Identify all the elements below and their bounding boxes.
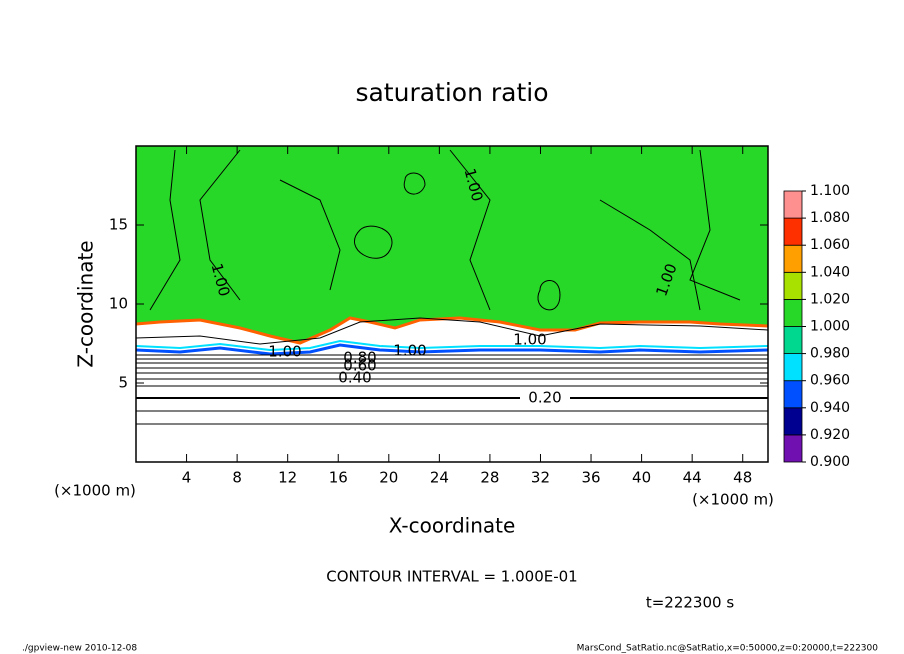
colorbar-swatch	[783, 271, 803, 300]
colorbar-label: 0.900	[810, 454, 850, 470]
field-edge-cyan	[135, 339, 769, 352]
colorbar-swatch	[783, 434, 803, 463]
colorbar-swatch	[783, 244, 803, 273]
field-green	[136, 146, 768, 343]
field-edge-cold	[135, 343, 769, 356]
x-tick-label: 20	[379, 469, 398, 487]
colorbar-swatch	[783, 217, 803, 246]
colorbar-label: 1.040	[810, 264, 850, 280]
colorbar-swatch	[783, 380, 803, 409]
x-tick-label: 28	[480, 469, 499, 487]
chart-title: saturation ratio	[355, 78, 548, 107]
colorbar-swatch	[783, 353, 803, 382]
colorbar-swatch	[783, 298, 803, 327]
y-tick-label: 10	[109, 295, 128, 313]
colorbar-label: 0.920	[810, 427, 850, 443]
contour-label: 1.00	[393, 342, 426, 360]
contour-label: 0.20	[528, 389, 561, 407]
x-tick-label: 48	[733, 469, 752, 487]
contour-label: 1.00	[268, 343, 301, 361]
x-unit: (×1000 m)	[54, 482, 136, 500]
field-edge-warm	[135, 316, 769, 345]
contour-label: 0.60	[343, 357, 376, 375]
colorbar-label: 1.060	[810, 237, 850, 253]
colorbar-swatch	[783, 190, 803, 219]
contour-label: 0.80	[343, 349, 376, 367]
contour-labels: 1.001.00 1.001.00 1.001.000.800.600.400.20	[207, 166, 680, 406]
colorbar-label: 0.960	[810, 373, 850, 389]
colorbar-label: 0.980	[810, 346, 850, 362]
colorbar-label: 1.100	[810, 183, 850, 199]
colorbar-label: 1.000	[810, 319, 850, 335]
colorbar-label: 0.940	[810, 400, 850, 416]
footer-left: ./gpview-new 2010-12-08	[22, 644, 137, 654]
y-tick-label: 5	[118, 374, 128, 392]
y-tick-label: 15	[109, 216, 128, 234]
contour-label: 1.00	[513, 331, 546, 349]
colorbar-swatch	[783, 407, 803, 436]
x-tick-label: 24	[430, 469, 449, 487]
contour-label: 0.40	[338, 369, 371, 387]
x-tick-label: 36	[581, 469, 600, 487]
x-tick-label: 8	[232, 469, 242, 487]
colorbar-label: 1.020	[810, 291, 850, 307]
annotation: CONTOUR INTERVAL = 1.000E-01	[326, 568, 577, 586]
x-tick-label: 44	[683, 469, 702, 487]
colorbar-label: 1.080	[810, 210, 850, 226]
x-axis-label: X-coordinate	[389, 514, 516, 538]
x-unit: (×1000 m)	[692, 491, 774, 509]
time: t=222300 s	[646, 594, 734, 612]
contour-lines	[135, 149, 769, 425]
x-tick-label: 12	[278, 469, 297, 487]
y-axis-label: Z-coordinate	[74, 240, 98, 367]
colorbar-swatch	[783, 326, 803, 355]
x-tick-label: 4	[182, 469, 192, 487]
x-tick-label: 16	[329, 469, 348, 487]
x-tick-label: 40	[632, 469, 651, 487]
x-tick-label: 32	[531, 469, 550, 487]
field	[135, 146, 769, 462]
footer-right: MarsCond_SatRatio.nc@SatRatio,x=0:50000,…	[577, 644, 879, 654]
